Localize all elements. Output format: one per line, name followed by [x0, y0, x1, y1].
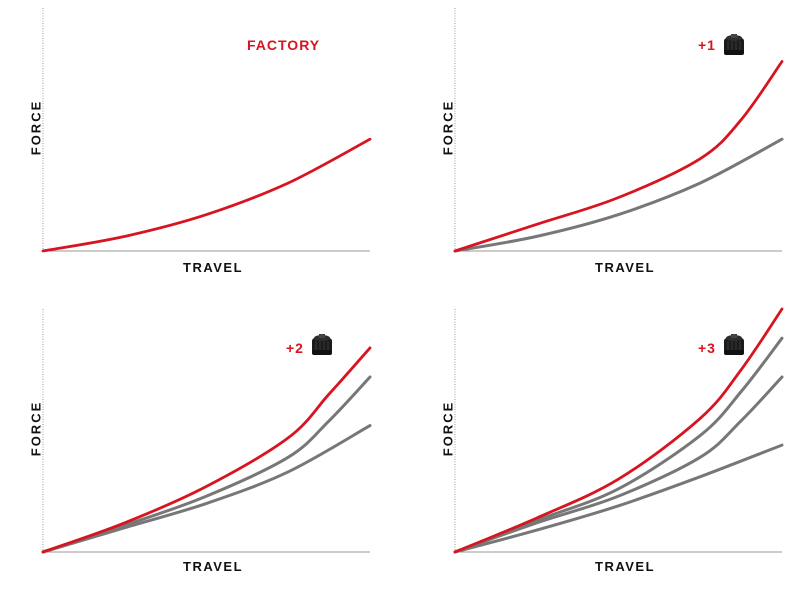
- badge-label: +1: [698, 37, 716, 53]
- series-line-highlight: [41, 346, 372, 554]
- volume-spacer-icon: [312, 334, 332, 355]
- x-axis-label: TRAVEL: [595, 260, 656, 275]
- chart-plus-1: FORCE TRAVEL +1: [412, 0, 800, 289]
- series-line-previous: [453, 443, 784, 554]
- chart-svg: [453, 8, 784, 253]
- y-axis-label: FORCE: [440, 400, 456, 457]
- chart-plus-2: FORCE TRAVEL +2: [0, 301, 400, 590]
- y-axis-label: FORCE: [28, 99, 44, 156]
- badge-label: FACTORY: [247, 37, 321, 53]
- chart-plus-3: FORCE TRAVEL +3: [412, 301, 800, 590]
- series-line-highlight: [453, 307, 784, 554]
- series-line-highlight: [41, 137, 372, 253]
- series-line-previous: [453, 375, 784, 554]
- chart-svg: [41, 309, 372, 554]
- chart-svg: [41, 8, 372, 253]
- volume-spacer-icon: [724, 34, 744, 55]
- x-axis-label: TRAVEL: [595, 559, 656, 574]
- chart-factory: FORCE TRAVEL FACTORY: [0, 0, 400, 289]
- chart-svg: [453, 307, 784, 554]
- y-axis-label: FORCE: [28, 400, 44, 457]
- series-line-previous: [41, 375, 372, 554]
- y-axis-label: FORCE: [440, 99, 456, 156]
- series-line-previous: [453, 137, 784, 253]
- badge-label: +2: [286, 340, 304, 356]
- x-axis-label: TRAVEL: [183, 559, 244, 574]
- badge-label: +3: [698, 340, 716, 356]
- x-axis-label: TRAVEL: [183, 260, 244, 275]
- series-line-previous: [453, 336, 784, 554]
- series-line-highlight: [453, 60, 784, 253]
- volume-spacer-icon: [724, 334, 744, 355]
- series-line-previous: [41, 424, 372, 554]
